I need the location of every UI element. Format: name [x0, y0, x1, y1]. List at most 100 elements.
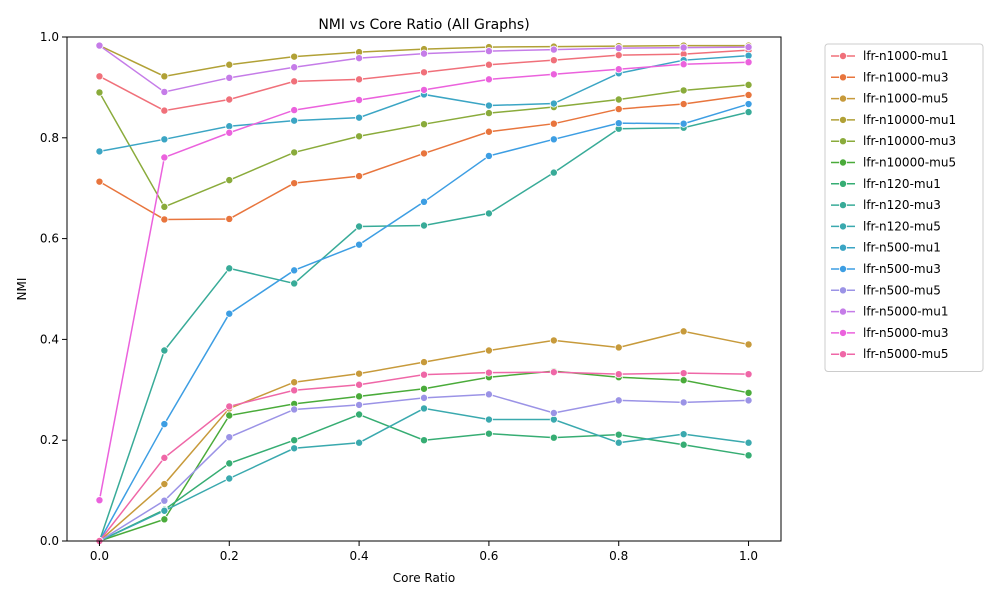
data-point	[225, 128, 234, 137]
data-point	[225, 402, 234, 411]
x-axis: 0.0 0.2 0.4 0.6 0.8 1.0	[90, 541, 758, 563]
data-point	[484, 127, 493, 136]
data-point	[355, 410, 364, 419]
data-point	[484, 75, 493, 84]
legend-item: lfr-n5000-mu5	[831, 347, 948, 361]
data-point	[355, 172, 364, 181]
data-point	[679, 60, 688, 69]
data-point	[679, 369, 688, 378]
data-point	[549, 368, 558, 377]
data-point	[225, 176, 234, 185]
y-tick-label: 0.4	[40, 332, 59, 346]
data-point	[744, 340, 753, 349]
legend-label: lfr-n500-mu3	[863, 262, 941, 276]
legend-marker	[839, 243, 848, 252]
data-point	[484, 415, 493, 424]
legend-item: lfr-n10000-mu3	[831, 134, 956, 148]
data-point	[484, 209, 493, 218]
series-lfr-n10000-mu5	[95, 367, 753, 546]
series-lfr-n1000-mu1	[95, 46, 753, 115]
data-point	[549, 135, 558, 144]
data-point	[160, 480, 169, 489]
legend-item: lfr-n120-mu1	[831, 177, 941, 191]
chart-title: NMI vs Core Ratio (All Graphs)	[318, 17, 529, 33]
data-point	[679, 86, 688, 95]
y-tick-label: 0.6	[40, 232, 59, 246]
data-point	[225, 264, 234, 273]
legend-label: lfr-n500-mu1	[863, 241, 941, 255]
data-point	[355, 96, 364, 105]
data-point	[614, 44, 623, 53]
data-point	[160, 87, 169, 96]
data-point	[290, 116, 299, 125]
data-point	[225, 459, 234, 468]
data-point	[419, 68, 428, 77]
data-point	[419, 358, 428, 367]
series-lfr-n500-mu3	[95, 100, 753, 546]
data-point	[160, 346, 169, 355]
data-point	[225, 474, 234, 483]
data-point	[549, 168, 558, 177]
data-point	[419, 149, 428, 158]
data-point	[484, 346, 493, 355]
legend-marker	[839, 52, 848, 61]
data-point	[160, 453, 169, 462]
data-point	[484, 60, 493, 69]
legend-item: lfr-n500-mu3	[831, 262, 941, 276]
legend-marker	[839, 286, 848, 295]
data-point	[614, 343, 623, 352]
data-point	[679, 398, 688, 407]
legend-item: lfr-n500-mu1	[831, 241, 941, 255]
x-tick-label: 0.8	[609, 549, 628, 563]
data-point	[614, 51, 623, 60]
data-point	[614, 396, 623, 405]
data-point	[355, 75, 364, 84]
series-lfr-n5000-mu1	[95, 41, 753, 96]
legend-item: lfr-n10000-mu1	[831, 113, 956, 127]
data-point	[614, 370, 623, 379]
x-tick-label: 1.0	[739, 549, 758, 563]
data-point	[549, 408, 558, 417]
data-point	[549, 336, 558, 345]
data-point	[290, 179, 299, 188]
legend-marker	[839, 328, 848, 337]
legend-marker	[839, 94, 848, 103]
data-point	[419, 370, 428, 379]
data-point	[95, 496, 104, 505]
data-point	[290, 405, 299, 414]
data-point	[225, 433, 234, 442]
legend-item: lfr-n1000-mu1	[831, 49, 948, 63]
data-point	[549, 99, 558, 108]
data-point	[744, 80, 753, 89]
legend-label: lfr-n120-mu1	[863, 177, 941, 191]
legend-label: lfr-n1000-mu3	[863, 70, 948, 84]
legend-marker	[839, 137, 848, 146]
data-point	[355, 113, 364, 122]
plot-area	[95, 41, 753, 546]
legend: lfr-n1000-mu1 lfr-n1000-mu3 lfr-n1000-mu5 l…	[824, 43, 984, 372]
series-lfr-n5000-mu5	[95, 368, 753, 546]
data-point	[95, 88, 104, 97]
series-line	[99, 49, 749, 112]
data-point	[484, 151, 493, 160]
data-point	[614, 438, 623, 447]
data-point	[355, 369, 364, 378]
legend-item: lfr-n1000-mu3	[831, 70, 948, 84]
data-point	[614, 105, 623, 114]
series-line	[99, 407, 749, 542]
legend-label: lfr-n10000-mu1	[863, 113, 956, 127]
data-point	[549, 56, 558, 65]
data-point	[419, 404, 428, 413]
data-point	[225, 73, 234, 82]
data-point	[225, 122, 234, 131]
data-point	[744, 451, 753, 460]
data-point	[549, 415, 558, 424]
data-point	[419, 85, 428, 94]
legend-item: lfr-n120-mu3	[831, 198, 941, 212]
legend-item: lfr-n5000-mu1	[831, 305, 948, 319]
data-point	[160, 506, 169, 515]
x-tick-label: 0.6	[479, 549, 498, 563]
data-point	[549, 433, 558, 442]
legend-label: lfr-n120-mu5	[863, 219, 941, 233]
